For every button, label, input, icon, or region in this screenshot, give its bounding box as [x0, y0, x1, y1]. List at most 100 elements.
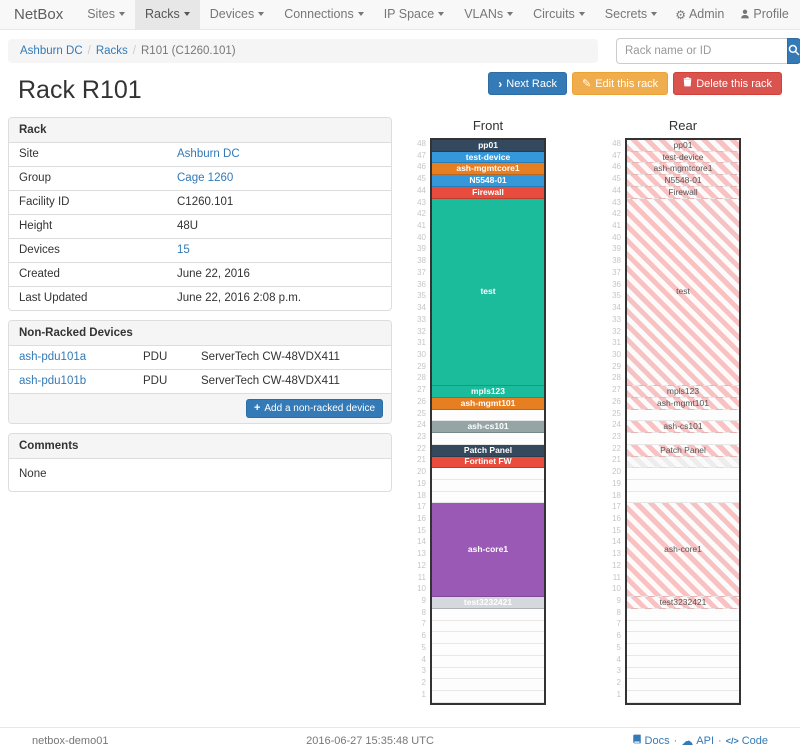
attr-value[interactable]: Ashburn DC: [177, 148, 240, 160]
front-unit-numbers: 48 47 46 45 44 43 42 41 40 39 38 37 36 35 34 33 32 31 30 29…: [408, 138, 430, 705]
rack-slot-empty-u5: [432, 644, 544, 656]
rack-slot-empty-u19: [627, 480, 739, 492]
unit-number: 19: [417, 478, 426, 488]
device-patch-panel-rear[interactable]: Patch Panel: [627, 444, 739, 457]
device-link[interactable]: ash-pdu101a: [19, 351, 87, 363]
user-icon: [740, 1, 750, 30]
device-pp01-rear[interactable]: pp01: [627, 140, 739, 152]
nav-item-sites[interactable]: Sites: [77, 0, 135, 29]
attr-label: Site: [19, 148, 39, 160]
unit-number: 45: [612, 174, 621, 184]
breadcrumb-row: Ashburn DC / Racks / R101 (C1260.101): [8, 38, 800, 64]
device-ash-core1-front[interactable]: ash-core1: [432, 503, 544, 598]
rack-attr-row-devices: Devices 15: [9, 238, 391, 262]
unit-number: 47: [417, 150, 426, 160]
footer-link-api[interactable]: ☁ API: [681, 733, 715, 748]
attr-value: C1260.101: [177, 196, 234, 208]
nav-item-vlans[interactable]: VLANs: [454, 0, 523, 29]
unit-number: 44: [612, 185, 621, 195]
edit-rack-label: Edit this rack: [595, 77, 659, 90]
device-link[interactable]: ash-pdu101b: [19, 375, 87, 387]
device-type: PDU: [143, 375, 168, 387]
device-ash-cs101-rear[interactable]: ash-cs101: [627, 421, 739, 434]
device-fortinet-fw-rear[interactable]: [627, 456, 739, 469]
device-type: PDU: [143, 351, 168, 363]
device-mpls123-front[interactable]: mpls123: [432, 386, 544, 398]
unit-number: 12: [612, 560, 621, 570]
device-ash-mgmtcore1-rear[interactable]: ash-mgmtcore1: [627, 163, 739, 176]
netbox-brand[interactable]: NetBox: [14, 6, 64, 23]
next-rack-button[interactable]: › Next Rack: [488, 72, 567, 95]
device-ash-cs101-front[interactable]: ash-cs101: [432, 421, 544, 434]
unit-number: 37: [417, 267, 426, 277]
delete-rack-button[interactable]: Delete this rack: [673, 72, 782, 95]
top-navbar: NetBox Sites Racks Devices Connections IP Sp…: [0, 0, 800, 30]
rack-rear: 48 47 46 45 44 43 42 41 40 39 38 37 36 35 34 33 32 31 30 29…: [603, 138, 741, 705]
device-test-device-front[interactable]: test-device: [432, 151, 544, 164]
edit-rack-button[interactable]: ✎ Edit this rack: [572, 72, 669, 95]
breadcrumb-separator: /: [87, 45, 91, 57]
device-ash-core1-rear[interactable]: ash-core1: [627, 503, 739, 598]
unit-number: 2: [421, 678, 426, 688]
device-n5548-01-rear[interactable]: N5548-01: [627, 175, 739, 187]
device-mpls123-rear[interactable]: mpls123: [627, 386, 739, 398]
nav-item-circuits[interactable]: Circuits: [523, 0, 595, 29]
device-test-rear[interactable]: test: [627, 198, 739, 387]
attr-value[interactable]: 15: [177, 244, 190, 256]
comments-title: Comments: [9, 434, 391, 459]
footer-link-code[interactable]: </> Code: [725, 734, 768, 747]
unit-number: 25: [417, 408, 426, 418]
unit-number: 27: [612, 385, 621, 395]
nav-menu: Sites Racks Devices Connections IP Space VLAN…: [77, 0, 667, 29]
attr-value[interactable]: Cage 1260: [177, 172, 234, 184]
unit-number: 14: [417, 537, 426, 547]
search-input[interactable]: [616, 38, 787, 64]
unit-number: 30: [417, 349, 426, 359]
nav-item-profile[interactable]: Profile: [732, 0, 796, 29]
rack-attr-table: Site Ashburn DC Group Cage 1260 Facility ID C…: [9, 143, 391, 310]
non-racked-panel: Non-Racked Devices ash-pdu101a PDU ServerT…: [8, 320, 392, 424]
rack-slot-empty-u1: [627, 691, 739, 703]
unit-number: 20: [417, 467, 426, 477]
rack-slot-empty-u3: [627, 667, 739, 680]
unit-number: 8: [421, 607, 426, 617]
device-ash-mgmt101-rear[interactable]: ash-mgmt101: [627, 397, 739, 410]
rack-attr-row-created: Created June 22, 2016: [9, 262, 391, 286]
search-button[interactable]: [787, 38, 800, 64]
breadcrumb-item-ashburn-dc[interactable]: Ashburn DC: [20, 45, 83, 57]
device-test-front[interactable]: test: [432, 198, 544, 387]
unit-number: 5: [421, 642, 426, 652]
device-n5548-01-front[interactable]: N5548-01: [432, 175, 544, 187]
device-patch-panel-front[interactable]: Patch Panel: [432, 444, 544, 457]
add-non-racked-device-button[interactable]: + Add a non-racked device: [245, 399, 383, 418]
nav-item-admin[interactable]: ⚙ Admin: [667, 0, 732, 29]
device-firewall-front[interactable]: Firewall: [432, 186, 544, 199]
search-icon: [788, 44, 800, 59]
trash-icon: [683, 77, 692, 90]
rack-slot-empty-u6: [627, 632, 739, 645]
nav-item-racks[interactable]: Racks: [135, 0, 200, 29]
unit-number: 35: [612, 291, 621, 301]
device-test3232421-rear[interactable]: test3232421: [627, 597, 739, 609]
nav-item-connections[interactable]: Connections: [274, 0, 374, 29]
device-firewall-rear[interactable]: Firewall: [627, 186, 739, 199]
device-test-device-rear[interactable]: test-device: [627, 151, 739, 164]
footer-link-docs[interactable]: Docs: [632, 734, 670, 747]
device-fortinet-fw-front[interactable]: Fortinet FW: [432, 456, 544, 469]
unit-number: 11: [417, 572, 426, 582]
unit-number: 46: [417, 162, 426, 172]
device-test3232421-front[interactable]: test3232421: [432, 597, 544, 609]
page-header: Rack R101 › Next Rack ✎ Edit this rack D…: [0, 64, 800, 117]
unit-number: 27: [417, 385, 426, 395]
nav-item-devices[interactable]: Devices: [200, 0, 274, 29]
unit-number: 16: [612, 514, 621, 523]
rack-slot-empty-u8: [627, 608, 739, 621]
nav-item-secrets[interactable]: Secrets: [595, 0, 667, 29]
breadcrumb-item-racks[interactable]: Racks: [95, 45, 128, 57]
device-ash-mgmt101-front[interactable]: ash-mgmt101: [432, 397, 544, 410]
unit-number: 45: [417, 174, 426, 184]
device-ash-mgmtcore1-front[interactable]: ash-mgmtcore1: [432, 163, 544, 176]
device-pp01-front[interactable]: pp01: [432, 140, 544, 152]
unit-number: 31: [417, 338, 426, 348]
nav-item-ip-space[interactable]: IP Space: [374, 0, 455, 29]
